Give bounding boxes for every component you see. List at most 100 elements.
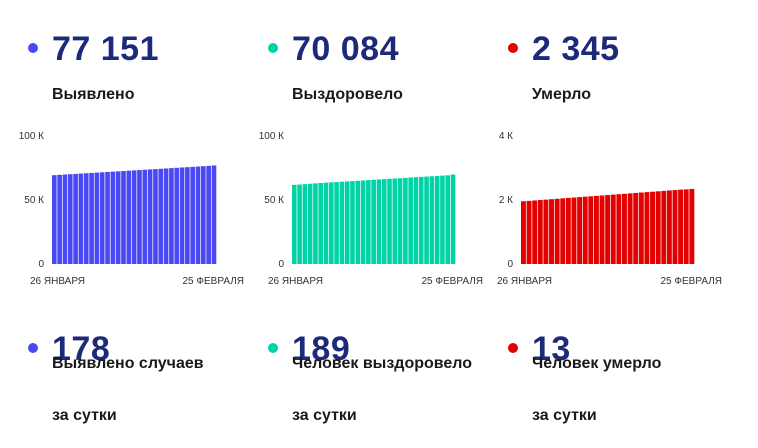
chart-2-bar (644, 192, 650, 264)
chart-0-bar (94, 172, 100, 264)
chart-2-bar (655, 191, 661, 264)
chart-2-bar (577, 197, 583, 264)
died-total: 2 345 (532, 30, 620, 68)
died-dot-icon (508, 43, 518, 53)
chart-0-bar (201, 166, 206, 264)
chart-0-bar (67, 174, 73, 264)
chart-2-bar (582, 196, 588, 264)
chart-0-bar (190, 166, 196, 264)
daily-recovered-value: 189 (292, 330, 351, 368)
chart-2-y-tick-label: 0 (507, 259, 513, 270)
chart-1-bar (297, 184, 302, 264)
daily-detected-dot-icon (28, 343, 38, 353)
chart-2-y-tick-label: 2 К (499, 195, 513, 206)
chart-1-bar (360, 180, 366, 264)
chart-2-x-end-label: 25 ФЕВРАЛЯ (660, 276, 722, 287)
chart-0-bar (169, 168, 174, 264)
chart-0-bar (78, 173, 84, 264)
chart-2-bar (588, 196, 594, 264)
chart-0-bar (62, 174, 68, 264)
chart-0-bar (211, 165, 217, 264)
chart-1-bar (418, 176, 424, 264)
daily-detected-label-line1: Выявлено случаев (52, 355, 204, 372)
chart-2-bar (554, 198, 560, 264)
chart-1-bar (313, 183, 318, 264)
chart-2-bar (571, 197, 577, 264)
chart-1-y-tick-label: 0 (278, 259, 284, 270)
chart-1-bar (371, 179, 376, 264)
chart-1-bar (429, 176, 435, 264)
chart-1-bar (392, 178, 398, 264)
chart-0-bar (115, 171, 121, 264)
chart-0-bar (57, 174, 62, 264)
chart-0-bar (158, 168, 164, 264)
chart-1-bar (344, 181, 350, 264)
daily-died-label-line2: за сутки (532, 407, 597, 424)
chart-0-bar (174, 167, 180, 264)
chart-2-bar (610, 194, 616, 264)
chart-2-bar (605, 195, 611, 264)
chart-1-bar (440, 175, 445, 264)
daily-detected-value: 178 (52, 330, 111, 368)
chart-0-bar (99, 172, 105, 264)
chart-0-bar (147, 169, 153, 264)
chart-1-bar (318, 182, 324, 264)
detected-total: 77 151 (52, 30, 159, 68)
chart-2-bar (537, 200, 543, 264)
chart-1-bar (292, 184, 297, 264)
chart-1-bar (387, 178, 392, 264)
chart-1-y-tick-label: 100 К (259, 131, 284, 142)
chart-1-bar (366, 180, 371, 264)
chart-1-bar (302, 184, 308, 264)
chart-1-bar (350, 181, 355, 264)
chart-1-bar (381, 179, 387, 264)
recovered-total: 70 084 (292, 30, 399, 68)
chart-1-bar (450, 174, 456, 264)
chart-1-bar (355, 180, 361, 264)
chart-2-bar (678, 189, 684, 264)
chart-0-bar (52, 175, 57, 264)
chart-1-bar (329, 182, 334, 264)
chart-2: 4 К 2 К 0 26 ЯНВАРЯ 25 ФЕВРАЛЯ (497, 131, 722, 287)
chart-0-bar (206, 165, 211, 264)
daily-recovered-label-line1: Человек выздоровело (292, 355, 473, 372)
died-label: Умерло (532, 86, 591, 103)
chart-0: 100 К 50 К 0 26 ЯНВАРЯ 25 ФЕВРАЛЯ (19, 131, 244, 287)
charts-area: 100 К 50 К 0 26 ЯНВАРЯ 25 ФЕВРАЛЯ 100 К 50 К 0 2… (19, 131, 722, 287)
chart-2-bar (661, 190, 667, 264)
detected-label: Выявлено (52, 86, 135, 103)
chart-1-bar (413, 177, 419, 264)
chart-0-x-start-label: 26 ЯНВАРЯ (30, 276, 85, 287)
daily-died-dot-icon (508, 343, 518, 353)
chart-0-bar (153, 169, 158, 264)
recovered-label: Выздоровело (292, 86, 403, 103)
chart-0-bar (105, 171, 110, 264)
chart-1-bar (403, 177, 408, 264)
chart-2-bar (666, 190, 672, 264)
daily-recovered-dot-icon (268, 343, 278, 353)
chart-2-bar (599, 195, 605, 264)
chart-0-bar (83, 173, 89, 264)
chart-0-y-tick-label: 0 (38, 259, 44, 270)
chart-1-x-end-label: 25 ФЕВРАЛЯ (421, 276, 483, 287)
chart-0-bar (179, 167, 185, 264)
chart-0-bar (73, 173, 78, 264)
chart-2-bar (672, 190, 678, 264)
chart-2-bar (638, 192, 644, 264)
chart-2-bar (593, 195, 599, 264)
chart-2-bar (627, 193, 633, 264)
chart-1-bar (434, 175, 440, 264)
chart-1-bar (397, 178, 403, 264)
chart-0-bar (185, 167, 190, 264)
chart-2-bar (565, 197, 571, 264)
chart-1: 100 К 50 К 0 26 ЯНВАРЯ 25 ФЕВРАЛЯ (259, 131, 483, 287)
chart-2-bar (549, 199, 554, 264)
chart-2-bar (650, 191, 656, 264)
chart-1-y-tick-label: 50 К (264, 195, 284, 206)
chart-2-bar (521, 201, 526, 264)
chart-2-bar (683, 189, 689, 264)
detected-dot-icon (28, 43, 38, 53)
chart-0-y-tick-label: 100 К (19, 131, 44, 142)
chart-0-bar (110, 171, 116, 264)
daily-detected-label-line2: за сутки (52, 407, 117, 424)
